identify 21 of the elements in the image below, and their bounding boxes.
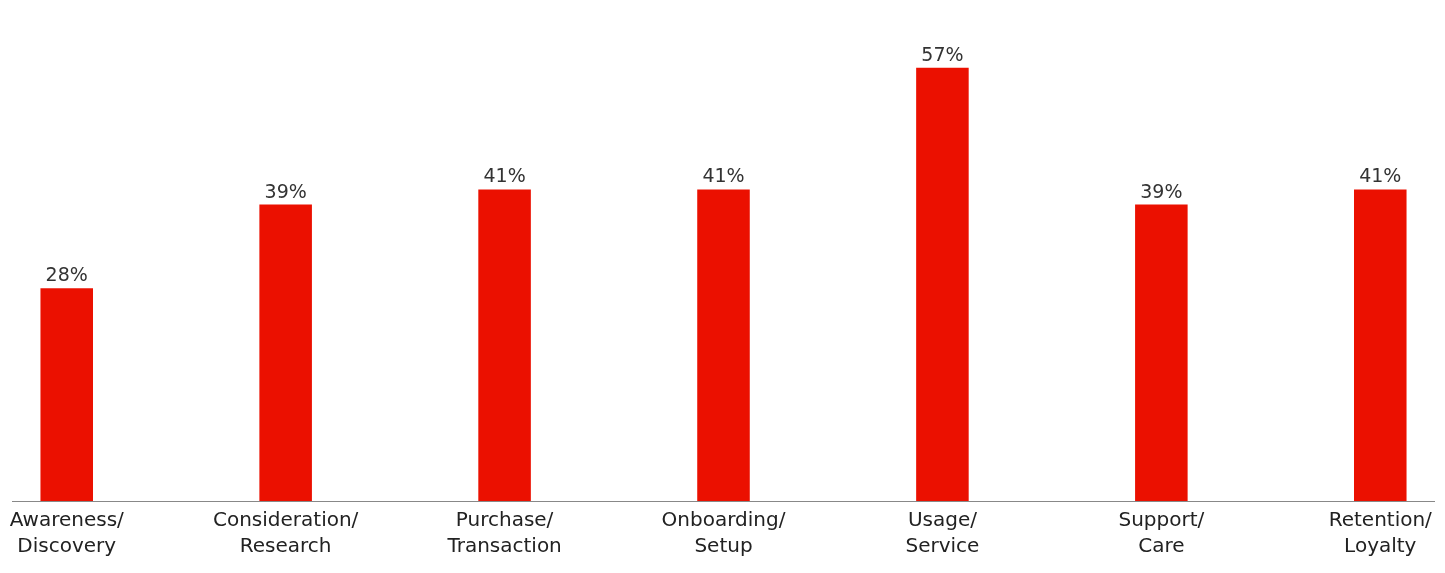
bar [1354,189,1407,501]
x-tick-label: Purchase/ Transaction [446,507,562,557]
data-label: 41% [1359,164,1402,187]
x-tick-label: Consideration/ Research [212,507,359,557]
x-tick-label: Onboarding/ Setup [661,507,786,557]
data-label: 28% [45,263,88,286]
bar [478,189,531,501]
data-label: 39% [264,179,307,202]
x-tick-label: Retention/ Loyalty [1328,507,1433,557]
data-label: 57% [921,42,964,65]
x-tick-label: Support/ Care [1118,507,1205,557]
bar [697,189,750,501]
data-label: 41% [483,164,526,187]
bar [259,204,312,501]
data-label: 41% [702,164,745,187]
bar [1135,204,1188,501]
data-label: 39% [1140,179,1183,202]
bar [916,67,969,501]
bar [40,288,93,501]
x-tick-label: Awareness/ Discovery [9,507,125,557]
x-tick-label: Usage/ Service [905,507,980,557]
